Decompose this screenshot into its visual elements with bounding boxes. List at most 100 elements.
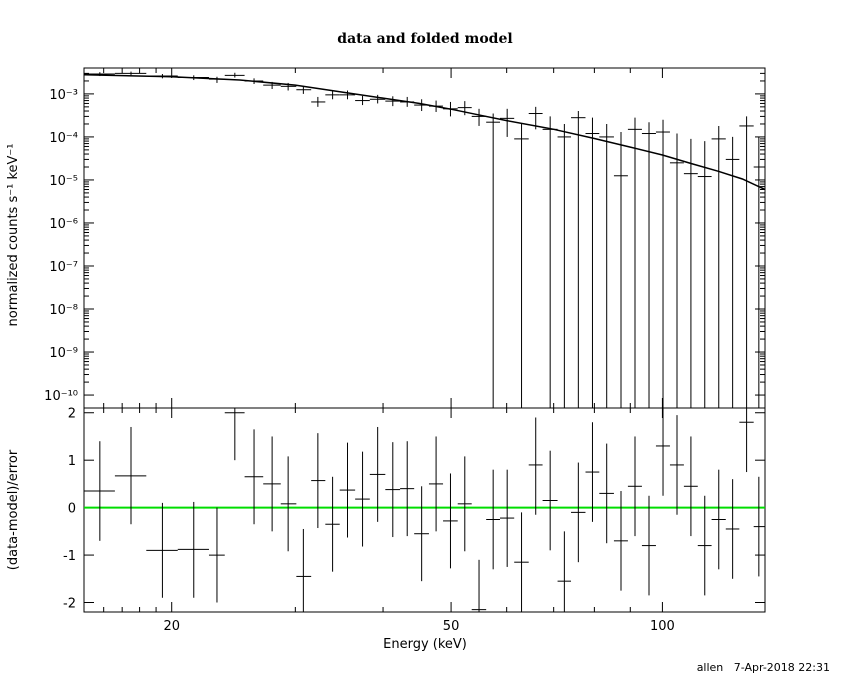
data-point <box>683 138 698 408</box>
residual-point <box>697 495 712 596</box>
x-tick-label: 50 <box>443 619 460 634</box>
data-point <box>414 99 429 112</box>
residual-point <box>114 426 147 525</box>
residual-point <box>486 469 500 570</box>
residual-point <box>739 408 754 473</box>
top-y-tick-label: 10⁻³ <box>49 88 78 103</box>
residual-point <box>471 559 487 612</box>
top-y-tick-label: 10⁻⁷ <box>49 260 78 275</box>
residual-point <box>585 422 600 522</box>
residual-point <box>528 417 543 515</box>
data-point <box>739 116 754 408</box>
residual-point <box>325 476 340 572</box>
residual-point <box>146 502 178 598</box>
data-point <box>263 81 281 89</box>
residual-point <box>641 495 656 596</box>
bottom-plot-frame <box>83 407 766 613</box>
data-point <box>571 111 586 408</box>
data-point <box>669 133 684 408</box>
data-point <box>641 122 656 408</box>
x-tick-label: 100 <box>650 619 675 634</box>
residual-point <box>542 450 558 551</box>
data-point <box>514 123 529 408</box>
residual-point <box>753 476 765 577</box>
data-point <box>471 108 487 126</box>
residual-point <box>499 469 515 567</box>
data-point <box>457 101 472 116</box>
data-point <box>613 132 628 408</box>
residual-point <box>208 507 225 603</box>
bottom-y-axis-label: (data-model)/error <box>6 449 21 570</box>
data-point <box>369 94 386 104</box>
data-point <box>725 136 740 408</box>
residual-point <box>224 408 245 461</box>
residual-point <box>443 473 458 569</box>
residual-point <box>263 436 281 532</box>
data-point <box>428 100 444 112</box>
bottom-y-tick-label: 1 <box>68 454 76 469</box>
data-point <box>114 71 147 76</box>
residual-point <box>514 512 529 612</box>
top-y-tick-label: 10⁻⁴ <box>49 131 78 146</box>
residual-point <box>711 469 726 570</box>
chart-title: data and folded model <box>337 31 512 47</box>
top-y-tick-label: 10⁻⁸ <box>49 303 78 318</box>
residual-point <box>244 429 264 525</box>
top-y-tick-label: 10⁻⁹ <box>49 346 78 361</box>
bottom-y-tick-label: 2 <box>68 407 76 422</box>
top-y-tick-label: 10⁻¹⁰ <box>44 389 78 404</box>
residual-point <box>428 436 444 532</box>
data-point <box>557 123 572 408</box>
data-point <box>385 96 401 107</box>
residual-point <box>280 456 297 552</box>
data-point <box>355 95 370 106</box>
residual-point <box>296 528 312 612</box>
residual-point <box>725 479 740 579</box>
top-y-tick-label: 10⁻⁶ <box>49 217 78 232</box>
bottom-y-tick-label: -1 <box>63 549 76 564</box>
footer-timestamp: 7-Apr-2018 22:31 <box>733 661 830 674</box>
residual-point <box>627 436 642 537</box>
top-y-tick-label: 10⁻⁵ <box>49 174 78 189</box>
residual-point <box>385 442 401 538</box>
residual-point <box>613 491 628 591</box>
data-point <box>177 75 209 81</box>
data-point <box>443 101 458 117</box>
residual-point <box>557 531 572 612</box>
residual-point <box>457 456 472 552</box>
footer-stamp: allen 7-Apr-2018 22:31 <box>697 661 830 674</box>
residual-point <box>655 408 670 496</box>
data-point <box>296 86 312 94</box>
residual-point <box>669 415 684 515</box>
data-point <box>339 90 356 100</box>
data-point <box>711 125 726 408</box>
bottom-y-tick-label: 0 <box>68 502 76 517</box>
bottom-y-tick-label: -2 <box>63 597 76 612</box>
data-point <box>655 119 670 408</box>
residual-point <box>400 441 415 537</box>
residual-point <box>311 433 326 529</box>
data-point <box>627 117 642 408</box>
data-point <box>599 123 614 408</box>
residual-point <box>599 443 614 544</box>
data-point <box>84 72 115 77</box>
data-point <box>244 78 264 84</box>
data-point <box>499 108 515 137</box>
residual-point <box>571 462 586 563</box>
data-point <box>208 76 225 83</box>
residuals-panel: 20 50 100 -2 -1 0 1 2 <box>63 407 766 634</box>
data-point <box>486 113 500 408</box>
x-tick-label: 20 <box>163 619 180 634</box>
data-point <box>528 106 543 130</box>
data-point <box>585 117 600 408</box>
data-point <box>400 96 415 107</box>
residual-point <box>414 486 429 582</box>
data-point <box>542 116 558 408</box>
top-y-axis-label: normalized counts s⁻¹ keV⁻¹ <box>6 144 21 327</box>
data-point <box>697 141 712 408</box>
footer-user: allen <box>696 661 724 674</box>
residual-point <box>177 501 209 598</box>
residual-point <box>369 426 386 522</box>
data-point <box>311 96 326 107</box>
